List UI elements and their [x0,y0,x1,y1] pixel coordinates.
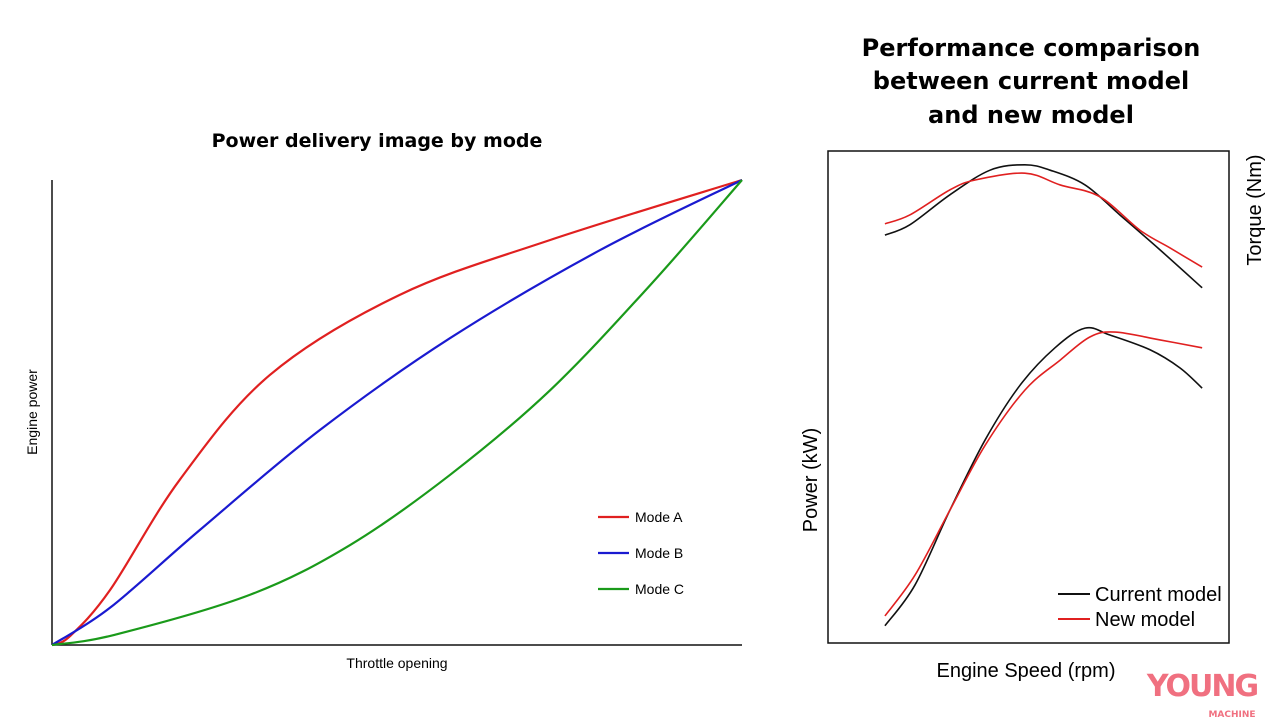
right-x-label: Engine Speed (rpm) [937,660,1116,682]
watermark-logo: YOUNG MACHINE [1146,669,1260,720]
legend-label: Mode C [635,581,684,597]
legend-label: Mode B [635,545,683,561]
right-plot-frame [827,150,1230,644]
svg-text:MACHINE: MACHINE [1208,710,1255,720]
legend-label: Mode A [635,509,683,525]
right-title-line-1: Performance comparison [862,34,1201,62]
series-line-mode-c [51,179,743,647]
left-chart-title: Power delivery image by mode [212,130,543,152]
right-title-line-3: and new model [928,101,1134,129]
right-chart: Performance comparison between current m… [800,34,1266,682]
legend-label: Current model [1095,584,1222,606]
right-y-label: Power (kW) [800,428,822,532]
series-line-new-model-torque [884,172,1203,268]
right-y2-label: Torque (Nm) [1244,154,1266,265]
series-line-mode-a [51,178,743,647]
legend-label: New model [1095,609,1195,631]
series-line-new-model-power [884,331,1203,617]
series-line-mode-b [51,179,743,646]
svg-text:YOUNG: YOUNG [1146,669,1258,704]
series-line-current-model-power [884,326,1203,627]
right-title-line-2: between current model [873,67,1189,95]
series-line-current-model-torque [884,163,1203,289]
left-y-label: Engine power [24,369,40,455]
left-x-label: Throttle opening [346,655,447,671]
left-chart: Power delivery image by mode Throttle op… [24,130,743,671]
